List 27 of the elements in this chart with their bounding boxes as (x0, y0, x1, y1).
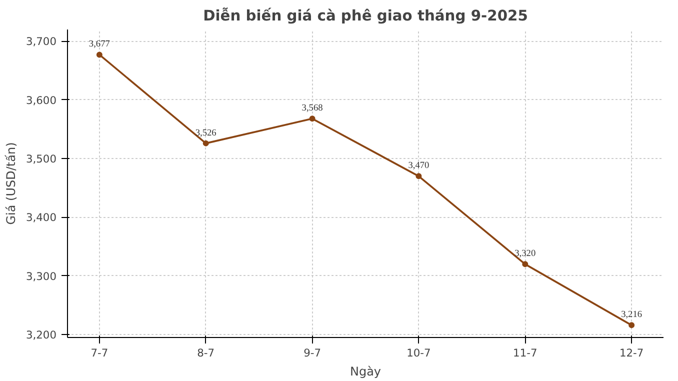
chart-title: Diễn biến giá cà phê giao tháng 9-2025 (203, 8, 528, 24)
point (202, 140, 209, 146)
y-tick-label: 3,600 (26, 94, 57, 107)
x-tick-label: 9-7 (304, 346, 321, 360)
point (522, 261, 528, 268)
point (96, 52, 102, 58)
point (416, 173, 422, 180)
data-label: 3,216 (621, 310, 642, 320)
y-tick-label: 3,700 (26, 35, 57, 48)
data-label: 3,526 (195, 128, 217, 138)
x-tick-label: 10-7 (406, 346, 431, 360)
y-axis-title: Giá (USD/tấn) (4, 142, 18, 225)
data-label: 3,470 (408, 161, 430, 172)
y-tick-label: 3,300 (26, 270, 57, 283)
x-axis-title: Ngày (350, 364, 382, 378)
y-tick-label: 3,500 (26, 152, 57, 166)
x-tick-label: 12-7 (619, 346, 644, 360)
point (309, 116, 316, 122)
x-tick-label: 7-7 (90, 346, 108, 360)
data-label: 3,320 (514, 249, 536, 260)
x-tick-label: 11-7 (513, 346, 538, 360)
data-label: 3,568 (302, 104, 324, 114)
data-label: 3,677 (88, 40, 110, 50)
point (628, 322, 635, 328)
y-tick-label: 3,400 (26, 211, 57, 224)
x-tick-label: 8-7 (197, 346, 215, 360)
y-tick-label: 3,200 (26, 328, 57, 342)
